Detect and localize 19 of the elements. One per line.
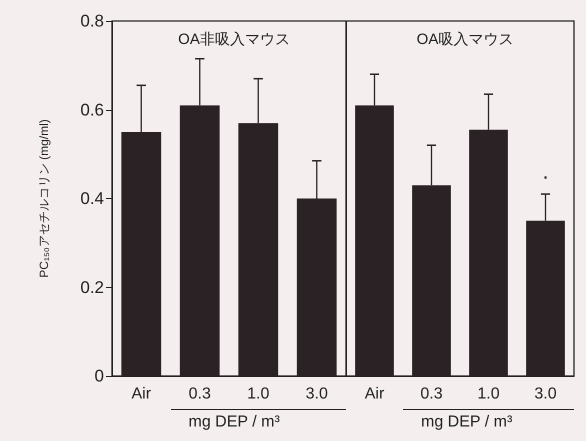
y-tick-label: 0.2 bbox=[80, 278, 104, 297]
x-tick-label: Air bbox=[364, 386, 385, 402]
x-tick-label: 0.3 bbox=[188, 386, 211, 402]
annotation: · bbox=[542, 164, 550, 189]
x-tick-label: Air bbox=[131, 386, 152, 402]
y-tick-label: 0.6 bbox=[80, 100, 104, 120]
y-tick-label: 0 bbox=[94, 366, 104, 386]
x-tick-label: 3.0 bbox=[306, 386, 328, 402]
y-tick-label: 0.8 bbox=[80, 12, 104, 30]
x-tick-label: 0.3 bbox=[420, 386, 443, 402]
y-axis-title: PC₁₅₀アセチルコリン (mg/ml) bbox=[37, 119, 51, 278]
x-axis-title: mg DEP / m³ bbox=[421, 414, 513, 430]
y-tick-label: 0.4 bbox=[80, 189, 104, 208]
text: OA吸入マウス bbox=[416, 31, 514, 48]
x-axis-title: mg DEP / m³ bbox=[188, 414, 280, 430]
x-tick-label: 1.0 bbox=[247, 386, 270, 402]
text: OA非吸入マウス bbox=[178, 31, 290, 48]
x-tick-label: 1.0 bbox=[477, 386, 500, 402]
x-tick-label: 3.0 bbox=[534, 386, 557, 402]
